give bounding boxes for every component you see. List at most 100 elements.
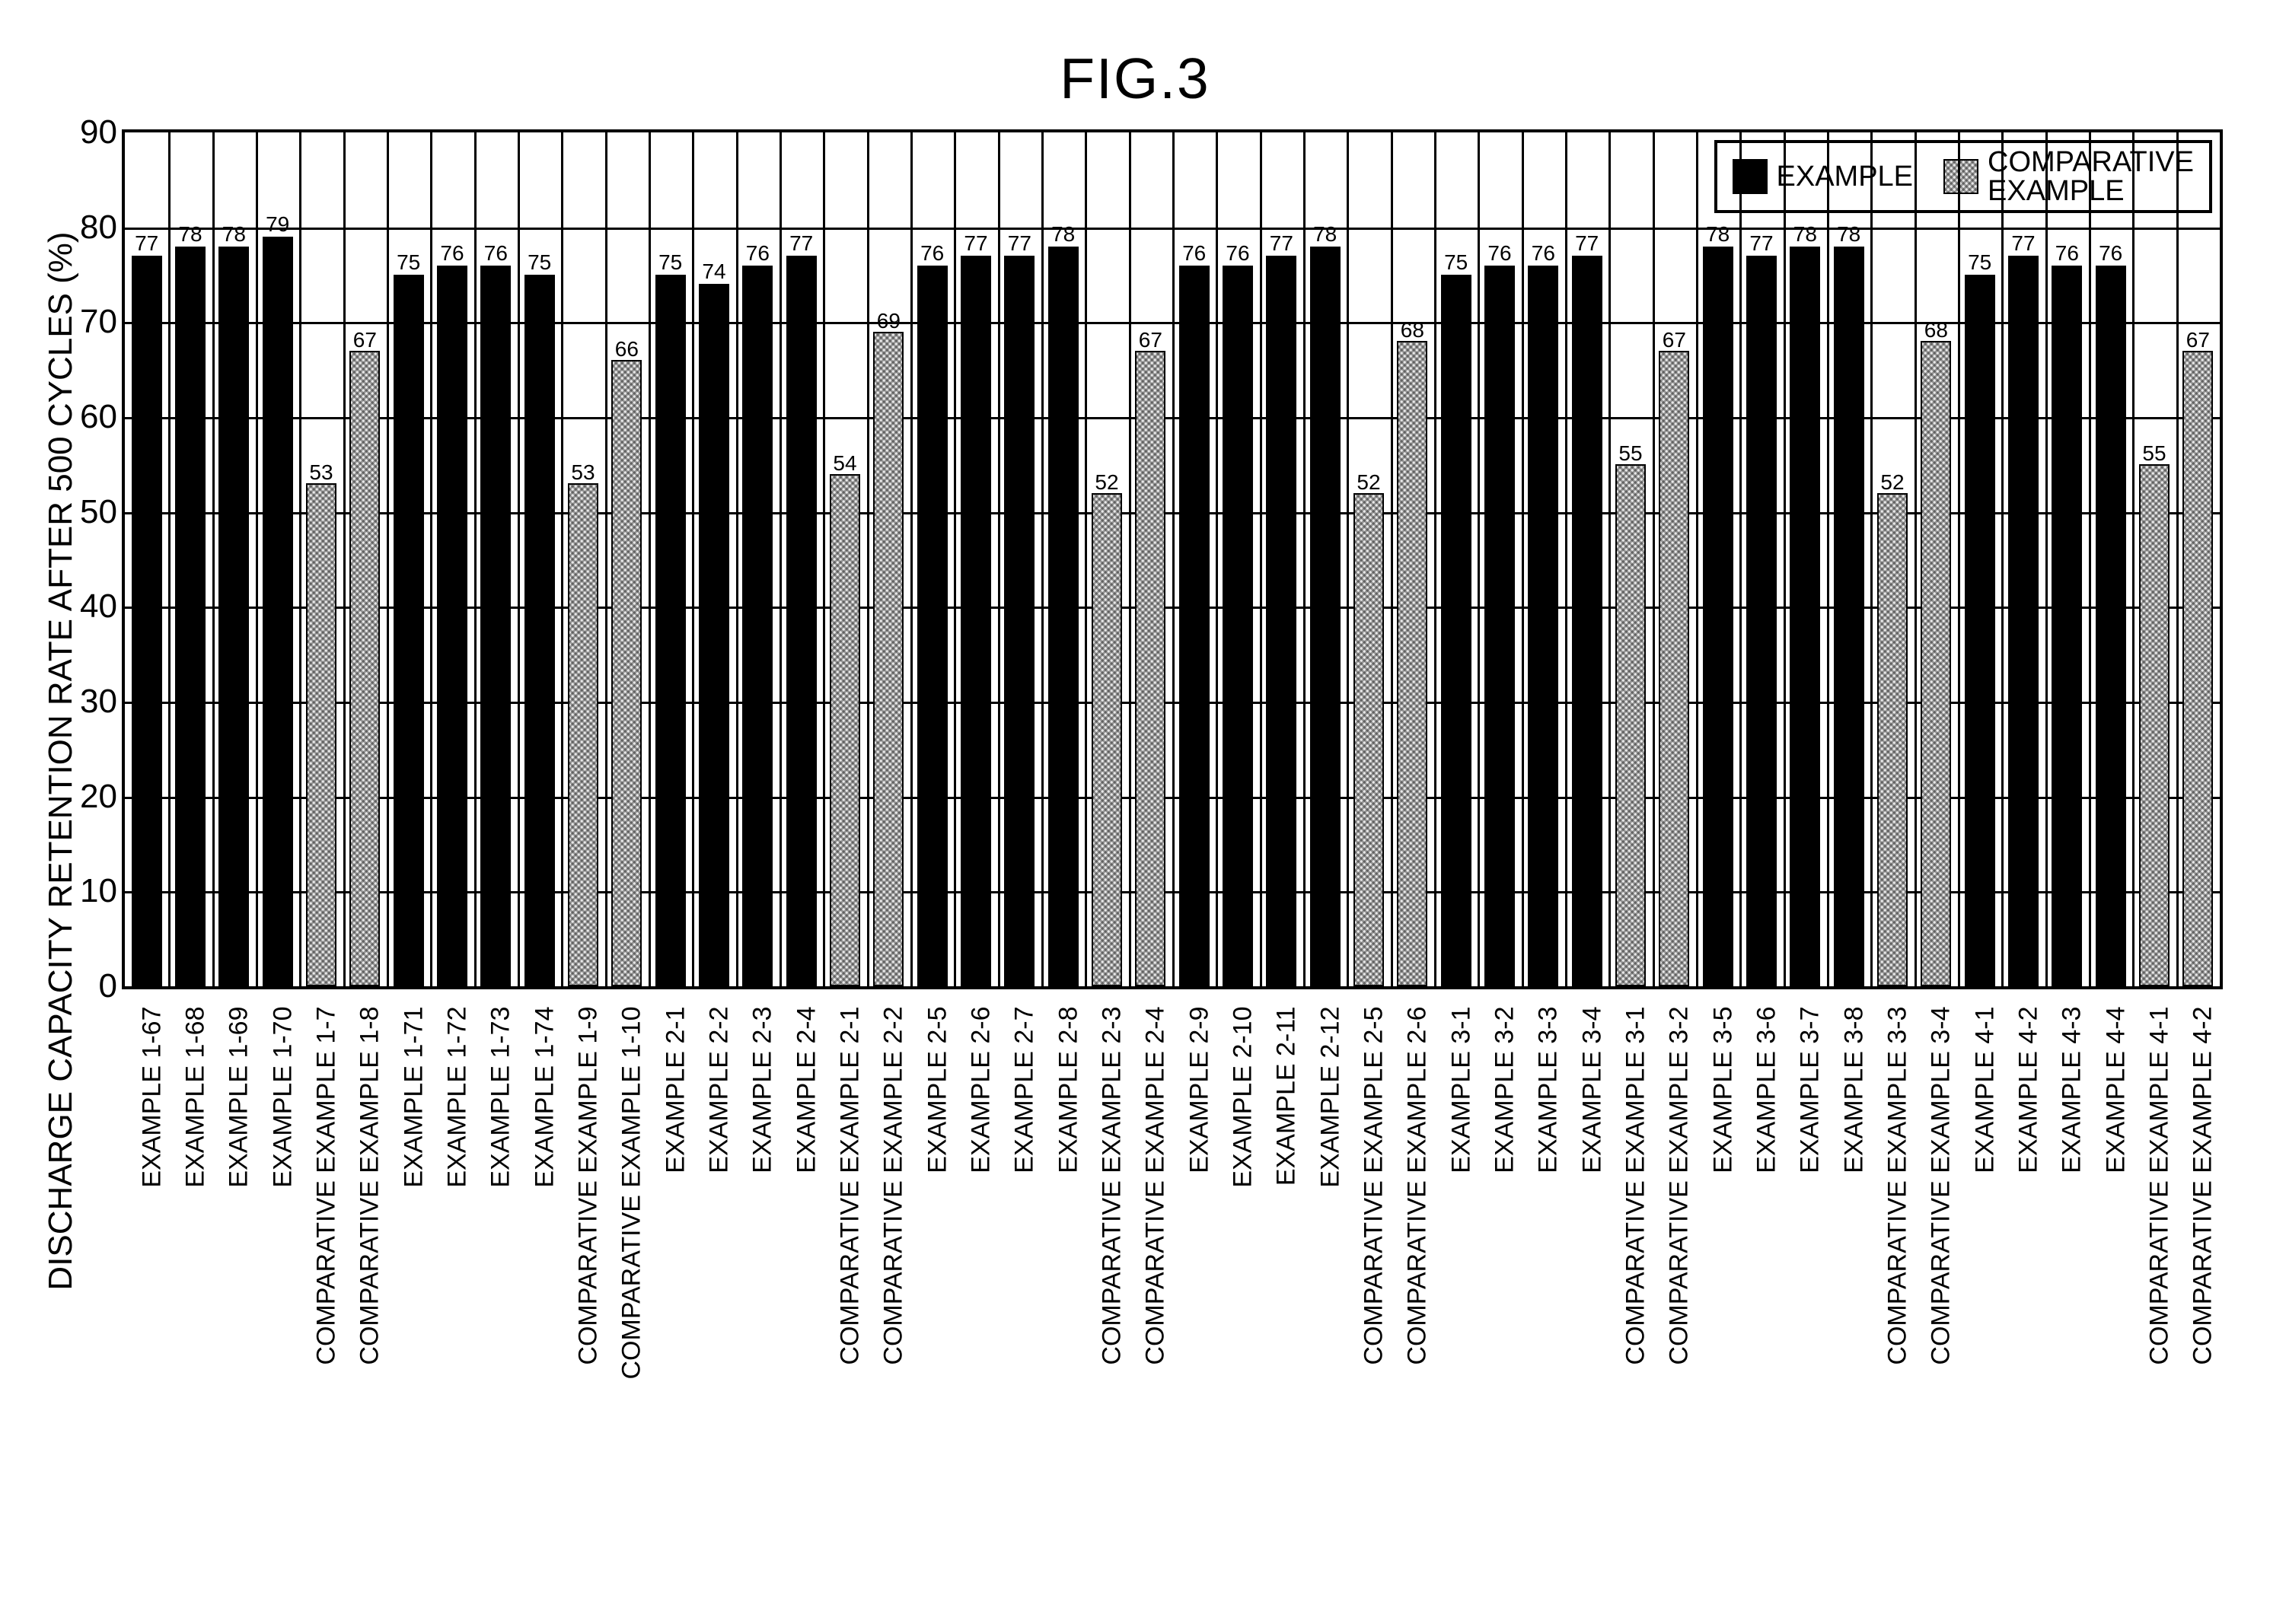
x-tick-label: COMPARATIVE EXAMPLE 3-2 [1654,1007,1695,1365]
bar-example: 78 [218,247,249,986]
bar-value-label: 75 [1968,250,1991,275]
gridline-v [561,132,563,986]
gridline-v [343,132,346,986]
bar-comparative: 53 [306,483,336,986]
bar-value-label: 78 [222,222,246,247]
bar-value-label: 68 [1924,318,1948,342]
x-tick-label: EXAMPLE 4-2 [2004,1007,2044,1173]
bar-value-label: 77 [964,231,987,256]
x-tick-label: EXAMPLE 2-11 [1261,1007,1302,1186]
x-tick-label: EXAMPLE 4-1 [1959,1007,2000,1173]
bar-example: 75 [1441,275,1471,986]
bar-value-label: 55 [2142,441,2166,466]
x-tick-label: EXAMPLE 3-6 [1742,1007,1782,1173]
gridline-v [910,132,913,986]
bar-comparative: 53 [568,483,598,986]
gridline-v [256,132,258,986]
x-tick-label: EXAMPLE 3-5 [1698,1007,1738,1173]
x-tick-label: EXAMPLE 2-4 [781,1007,821,1173]
bar-comparative: 66 [611,360,642,986]
bar-value-label: 67 [2186,328,2210,352]
bar-example: 77 [1746,256,1777,986]
bar-example: 76 [1223,266,1253,986]
gridline-v [1870,132,1873,986]
legend-swatch-comparative [1943,159,1978,194]
gridline-v [2176,132,2179,986]
y-tick-label: 50 [80,493,117,531]
bar-example: 77 [1572,256,1602,986]
bar-value-label: 53 [309,460,333,485]
x-tick-label: COMPARATIVE EXAMPLE 2-3 [1087,1007,1127,1365]
bar-value-label: 76 [2055,241,2079,266]
bar-value-label: 78 [1706,222,1730,247]
bar-comparative: 67 [2182,351,2213,986]
gridline-v [1478,132,1480,986]
x-tick-label: COMPARATIVE EXAMPLE 1-10 [607,1007,647,1380]
gridline-v [2132,132,2135,986]
bar-value-label: 79 [266,212,289,237]
figure-title: FIG.3 [0,46,2270,111]
x-tick-label: EXAMPLE 4-4 [2090,1007,2131,1173]
x-tick-label: COMPARATIVE EXAMPLE 4-1 [2135,1007,2175,1365]
legend: EXAMPLE COMPARATIVE EXAMPLE [1714,140,2213,213]
bar-value-label: 78 [1837,222,1860,247]
bar-value-label: 67 [1663,328,1686,352]
x-tick-label: EXAMPLE 1-74 [519,1007,560,1188]
x-tick-label: COMPARATIVE EXAMPLE 2-5 [1349,1007,1389,1365]
x-tick-label: EXAMPLE 1-73 [476,1007,516,1188]
gridline-v [649,132,651,986]
bar-value-label: 75 [1444,250,1468,275]
x-tick-label: COMPARATIVE EXAMPLE 4-2 [2178,1007,2218,1365]
bar-comparative: 68 [1921,341,1951,986]
bar-example: 76 [480,266,511,986]
bar-value-label: 67 [353,328,377,352]
bar-value-label: 77 [1270,231,1293,256]
bar-example: 77 [786,256,817,986]
gridline-v [605,132,607,986]
bar-example: 76 [917,266,948,986]
x-tick-label: COMPARATIVE EXAMPLE 1-9 [563,1007,604,1365]
gridline-v [1653,132,1655,986]
bar-value-label: 52 [1095,470,1118,495]
bar-value-label: 69 [877,309,901,333]
bar-value-label: 77 [135,231,158,256]
bar-example: 75 [1965,275,1995,986]
bar-example: 77 [961,256,991,986]
bar-comparative: 52 [1353,493,1384,986]
bar-value-label: 77 [1749,231,1773,256]
bar-value-label: 52 [1357,470,1380,495]
gridline-v [998,132,1000,986]
bar-value-label: 78 [1793,222,1817,247]
y-tick-label: 70 [80,303,117,341]
gridline-v [1129,132,1131,986]
bar-value-label: 75 [528,250,551,275]
bar-example: 76 [2052,266,2082,986]
gridline-v [2045,132,2048,986]
y-tick-label: 80 [80,209,117,247]
bar-example: 77 [132,256,162,986]
x-tick-label: EXAMPLE 2-7 [1000,1007,1040,1173]
x-tick-label: EXAMPLE 3-3 [1523,1007,1564,1173]
x-tick-label: EXAMPLE 3-4 [1567,1007,1607,1173]
gridline-v [1958,132,1960,986]
x-tick-label: COMPARATIVE EXAMPLE 3-4 [1916,1007,1956,1365]
gridline-v [1085,132,1087,986]
y-tick-label: 60 [80,398,117,436]
x-tick-label: COMPARATIVE EXAMPLE 1-7 [301,1007,342,1365]
x-tick-label: COMPARATIVE EXAMPLE 3-1 [1611,1007,1651,1365]
bar-value-label: 53 [571,460,595,485]
x-tick-label: EXAMPLE 1-71 [388,1007,429,1188]
bar-value-label: 75 [658,250,682,275]
gridline-v [518,132,520,986]
gridline-v [168,132,171,986]
bar-value-label: 68 [1401,318,1424,342]
y-tick-label: 40 [80,588,117,626]
bar-value-label: 76 [1487,241,1511,266]
gridline-v [1565,132,1567,986]
gridline-v [780,132,782,986]
gridline-v [823,132,825,986]
gridline-v [867,132,869,986]
bar-example: 74 [699,284,729,986]
x-tick-label: COMPARATIVE EXAMPLE 2-1 [825,1007,866,1365]
bar-value-label: 78 [1313,222,1337,247]
